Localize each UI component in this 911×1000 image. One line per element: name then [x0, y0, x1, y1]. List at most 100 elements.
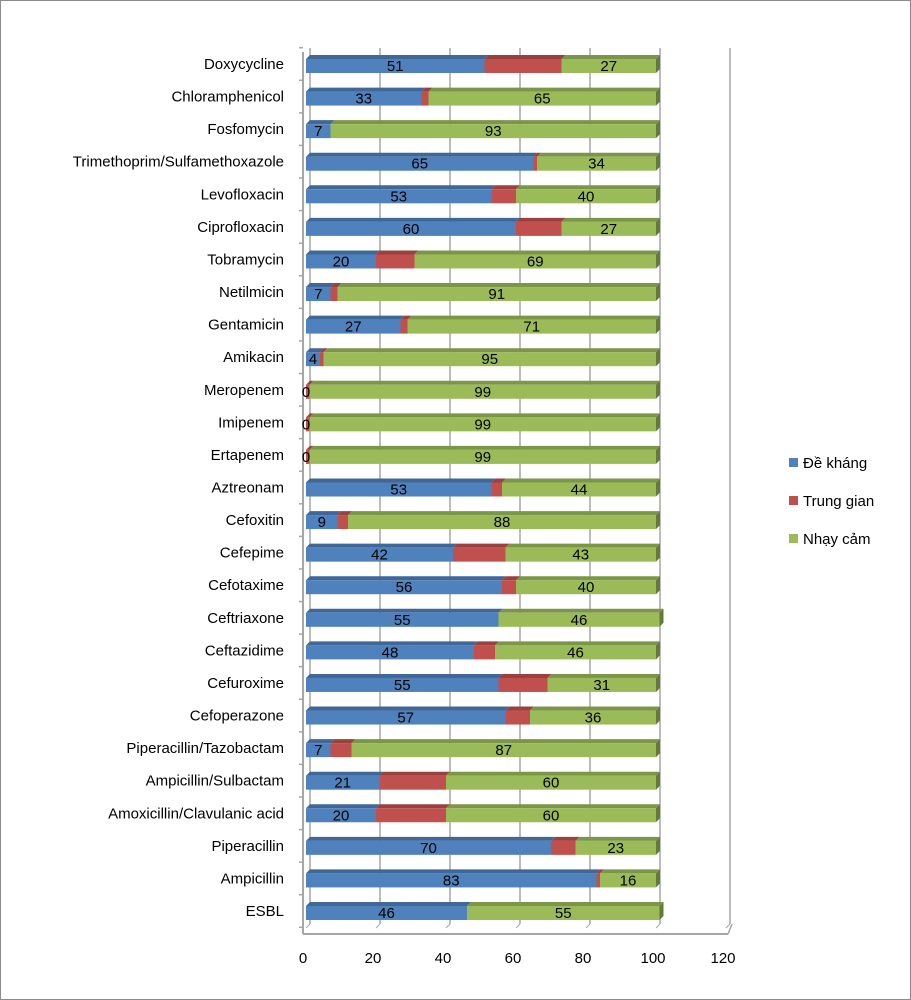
- category-label: Cefuroxime: [207, 675, 284, 692]
- bar-top-face: [596, 869, 604, 874]
- bar-top-face: [561, 55, 660, 59]
- data-label: 27: [600, 221, 617, 238]
- bar-segment: [330, 743, 352, 758]
- bar-segment: [561, 221, 656, 236]
- bar-top-face: [491, 185, 520, 190]
- data-label: 60: [543, 807, 560, 824]
- bar-segment: [306, 254, 376, 269]
- bar-segment: [537, 156, 656, 171]
- data-label: 0: [302, 449, 310, 466]
- bar-top-face: [306, 771, 384, 776]
- bar-top-face: [600, 869, 660, 874]
- data-label: 53: [390, 188, 407, 205]
- bar-segment: [414, 254, 656, 269]
- data-label: 91: [488, 286, 505, 303]
- bar-segment: [306, 808, 376, 823]
- bar-end-face: [656, 804, 660, 823]
- data-label: 55: [394, 677, 411, 694]
- bar-top-face: [561, 217, 660, 222]
- bar-segment: [306, 59, 485, 73]
- bar-segment: [491, 189, 516, 204]
- bar-segment: [351, 743, 656, 758]
- bar-end-face: [656, 576, 660, 595]
- category-label: Ampicillin: [221, 870, 284, 887]
- bar-top-face: [414, 250, 660, 255]
- category-label: Cefoperazone: [190, 708, 284, 725]
- bar-end-face: [656, 380, 660, 399]
- bar-end-face: [656, 217, 660, 236]
- bar-top-face: [337, 511, 352, 516]
- bar-segment: [495, 645, 656, 660]
- data-label: 87: [495, 742, 512, 759]
- category-label: Aztreonam: [211, 480, 284, 497]
- bar-segment: [533, 156, 537, 171]
- bar-top-face: [306, 87, 426, 92]
- data-label: 9: [318, 514, 326, 531]
- x-tick-label: 20: [365, 950, 382, 967]
- bar-top-face: [575, 836, 660, 841]
- bar-segment: [306, 677, 499, 692]
- data-label: 27: [600, 58, 617, 75]
- category-label: Trimethoprim/Sulfamethoxazole: [73, 154, 284, 171]
- bar-top-face: [502, 478, 660, 483]
- category-label: Imipenem: [218, 414, 284, 431]
- category-label: Ertapenem: [211, 447, 284, 464]
- bar-end-face: [656, 152, 660, 171]
- bar-top-face: [530, 706, 660, 711]
- bar-segment: [551, 840, 576, 855]
- bar-segment: [498, 677, 548, 692]
- bar-top-face: [306, 315, 405, 320]
- legend-label: Nhạy cảm: [803, 531, 871, 548]
- category-label: Ciprofloxacin: [197, 219, 284, 236]
- data-label: 71: [523, 319, 540, 336]
- bar-top-face: [474, 641, 499, 646]
- bar-top-face: [376, 250, 419, 255]
- floor-edge: [727, 923, 733, 935]
- data-label: 20: [333, 253, 350, 270]
- data-label: 53: [390, 482, 407, 499]
- category-label: Cefoxitin: [226, 512, 284, 529]
- bar-segment: [530, 710, 656, 725]
- x-tick-label: 80: [575, 950, 592, 967]
- category-label: Netilmicin: [219, 284, 284, 301]
- bar-top-face: [484, 55, 566, 59]
- bar-end-face: [656, 869, 660, 888]
- bar-segment: [323, 352, 656, 367]
- bar-segment: [474, 645, 495, 660]
- data-label: 99: [474, 416, 491, 433]
- bar-top-face: [306, 869, 601, 874]
- data-label: 56: [396, 579, 413, 596]
- bar-top-face: [337, 283, 660, 288]
- bar-end-face: [659, 902, 664, 920]
- bar-segment: [467, 906, 660, 920]
- data-label: 83: [443, 872, 460, 889]
- bar-top-face: [306, 152, 538, 157]
- legend-swatch: [789, 534, 798, 543]
- bar-segment: [306, 840, 551, 855]
- bar-top-face: [306, 185, 496, 190]
- bar-top-face: [306, 348, 324, 353]
- bar-segment: [505, 710, 530, 725]
- data-label: 42: [371, 547, 388, 564]
- bar-top-face: [505, 706, 534, 711]
- data-label: 51: [387, 58, 404, 75]
- bar-segment: [306, 384, 310, 399]
- bar-top-face: [323, 348, 660, 353]
- data-label: 27: [345, 319, 362, 336]
- bar-top-face: [351, 739, 660, 744]
- data-label: 21: [334, 775, 351, 792]
- bar-top-face: [306, 478, 496, 483]
- bar-top-face: [306, 413, 314, 418]
- bar-segment: [348, 515, 656, 530]
- bar-segment: [306, 287, 331, 302]
- legend-label: Đề kháng: [803, 455, 867, 472]
- category-label: Ampicillin/Sulbactam: [146, 773, 284, 790]
- bar-segment: [547, 677, 656, 692]
- floor-gridline: [375, 923, 381, 929]
- data-label: 23: [607, 840, 624, 857]
- data-label: 93: [485, 123, 502, 140]
- bar-segment: [376, 254, 415, 269]
- bar-top-face: [495, 641, 660, 646]
- bar-segment: [484, 59, 562, 73]
